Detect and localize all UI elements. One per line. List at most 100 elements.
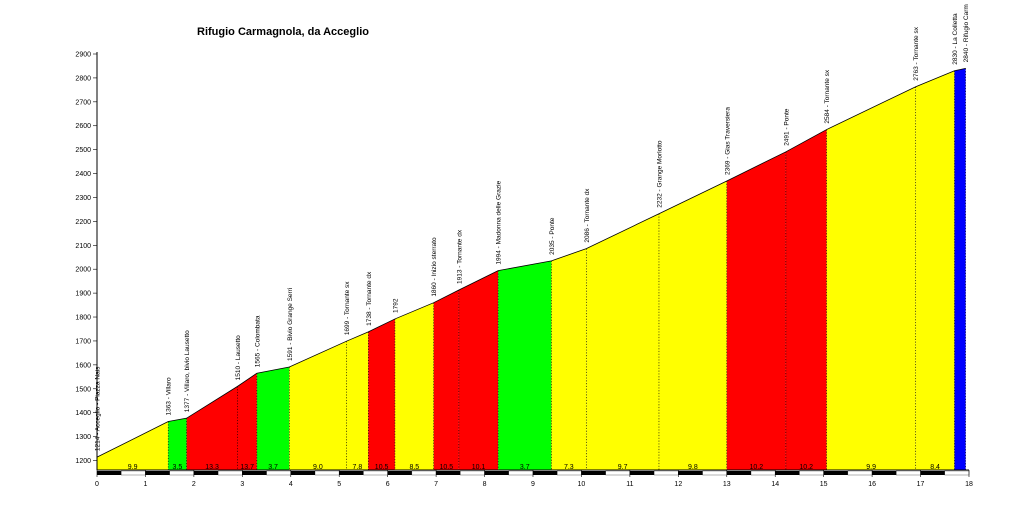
x-tick-label: 17	[917, 481, 925, 488]
y-tick-label: 1600	[75, 362, 91, 369]
segment-gradient-label: 7.3	[564, 464, 574, 471]
y-tick-label: 1200	[75, 458, 91, 465]
y-tick-label: 1500	[75, 386, 91, 393]
waypoint-label: 2035 - Ponte	[549, 217, 556, 255]
km-scale-light-7	[460, 470, 485, 476]
segment-gradient-label: 10.5	[439, 464, 453, 471]
km-scale-dark-5	[339, 471, 364, 475]
profile-segment-1	[97, 421, 169, 470]
km-scale-light-11	[653, 470, 679, 476]
segment-gradient-label: 8.5	[409, 464, 419, 471]
x-tick-label: 15	[820, 481, 828, 488]
waypoint-label: 2491 - Ponte	[783, 108, 790, 146]
km-scale-dark-4	[290, 471, 315, 475]
y-tick-label: 2700	[75, 99, 91, 106]
segment-gradient-label: 10.5	[375, 464, 389, 471]
y-tick-label: 2500	[75, 147, 91, 154]
km-scale-light-1	[169, 470, 195, 476]
y-tick-label: 1700	[75, 338, 91, 345]
x-tick-label: 0	[95, 481, 99, 488]
km-scale-light-15	[847, 470, 873, 476]
km-scale-light-2	[217, 470, 243, 476]
waypoint-label: 1860 - Inizio sterrato	[431, 237, 438, 297]
segment-gradient-label: 9.0	[313, 464, 323, 471]
waypoint-label: 2840 - Rifugio Carm	[963, 4, 970, 62]
km-scale-light-5	[363, 470, 388, 476]
km-scale-dark-6	[387, 471, 412, 475]
y-tick-label: 1900	[75, 291, 91, 298]
profile-outline	[96, 67, 966, 458]
x-tick-label: 6	[386, 481, 390, 488]
waypoint-label: 1699 - Tornante sx	[344, 281, 351, 335]
profile-segment-13	[551, 248, 587, 470]
profile-segment-16	[726, 151, 786, 470]
profile-segment-11	[458, 270, 499, 470]
segment-gradient-label: 13.7	[240, 464, 254, 471]
km-scale-dark-0	[97, 471, 122, 475]
km-scale-light-14	[799, 470, 824, 476]
y-tick-label: 2000	[75, 267, 91, 274]
profile-segment-6	[289, 341, 347, 470]
waypoint-label: 2830 - La Colletta	[952, 13, 959, 65]
segment-gradient-label: 10.2	[750, 464, 764, 471]
segment-gradient-label: 3.7	[520, 464, 530, 471]
waypoint-label: 1214 - Acceglio - Piazza Nais	[95, 366, 102, 451]
waypoint-label: 1377 - Villaro, bivio Lausetto	[184, 330, 191, 412]
x-tick-label: 11	[626, 481, 633, 488]
waypoint-label: 1565 - Colombata	[254, 315, 261, 367]
profile-segment-18	[826, 86, 916, 470]
km-scale-light-10	[605, 470, 631, 476]
x-tick-label: 14	[771, 481, 779, 488]
km-scale-dark-14	[775, 471, 800, 475]
profile-segment-7	[346, 331, 369, 470]
y-tick-label: 2900	[75, 52, 91, 59]
km-scale-light-8	[508, 470, 534, 476]
km-scale-dark-2	[193, 471, 219, 475]
km-scale-dark-7	[436, 471, 461, 475]
profile-segment-15	[658, 180, 727, 470]
segment-gradient-label: 10.1	[472, 464, 486, 471]
profile-segment-8	[368, 318, 395, 470]
profile-segment-12	[498, 260, 552, 470]
segment-gradient-label: 9.9	[866, 464, 876, 471]
km-scale-dark-9	[533, 471, 558, 475]
km-scale-light-12	[702, 470, 727, 476]
profile-segment-19	[915, 70, 955, 471]
profile-segment-10	[433, 290, 459, 470]
profile-segment-5	[256, 367, 290, 470]
segment-gradient-label: 8.4	[930, 464, 940, 471]
waypoint-label: 2086 - Tornante dx	[584, 188, 591, 243]
waypoint-label: 2369 - Gias Traversiera	[724, 107, 731, 175]
x-tick-label: 3	[240, 481, 244, 488]
km-scale-dark-3	[242, 471, 267, 475]
profile-segment-17	[785, 129, 827, 471]
x-tick-label: 10	[578, 481, 586, 488]
y-tick-label: 1400	[75, 410, 91, 417]
waypoint-label: 1913 - Tornante dx	[456, 229, 463, 284]
x-tick-label: 9	[531, 481, 535, 488]
km-scale-light-0	[121, 470, 146, 476]
profile-segment-2	[168, 418, 187, 470]
segment-gradient-label: 7.8	[353, 464, 363, 471]
y-tick-label: 2100	[75, 243, 91, 250]
y-tick-label: 1300	[75, 434, 91, 441]
km-scale-dark-8	[484, 471, 509, 475]
segment-gradient-label: 9.9	[128, 464, 138, 471]
km-scale-dark-12	[678, 471, 703, 475]
km-scale-light-16	[896, 470, 921, 476]
chart-title: Rifugio Carmagnola, da Acceglio	[197, 26, 369, 38]
segment-gradient-label: 9.8	[688, 464, 698, 471]
x-tick-label: 12	[674, 481, 682, 488]
km-scale-dark-1	[145, 471, 170, 475]
waypoint-label: 2232 - Grange Morlotto	[656, 140, 663, 208]
segment-gradient-label: 9.7	[618, 464, 628, 471]
waypoint-label: 1591 - Bivio Grange Serri	[287, 288, 294, 361]
y-tick-label: 2800	[75, 75, 91, 82]
segment-gradient-label: 3.7	[268, 464, 278, 471]
profile-segment-20	[954, 68, 966, 471]
km-scale-dark-17	[920, 471, 945, 475]
segment-gradient-label: 13.3	[205, 464, 219, 471]
km-scale-light-4	[314, 470, 340, 476]
y-tick-label: 2600	[75, 123, 91, 130]
